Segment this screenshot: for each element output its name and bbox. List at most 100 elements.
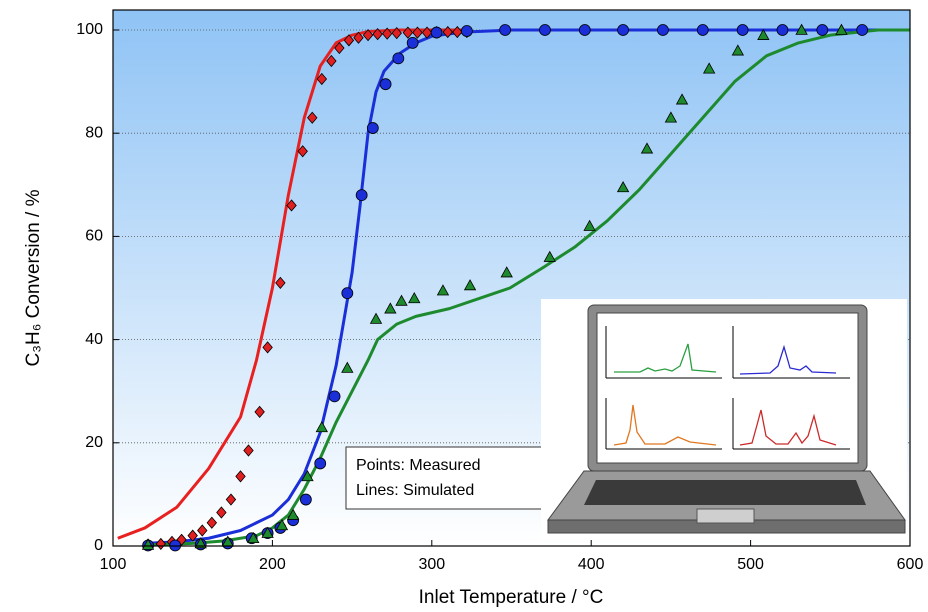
x-tick-label: 200 xyxy=(259,556,286,573)
data-point xyxy=(141,538,155,550)
data-point xyxy=(262,341,273,354)
simulated-line xyxy=(144,28,910,545)
data-point xyxy=(372,28,383,41)
data-point xyxy=(463,279,477,291)
data-point xyxy=(314,457,327,470)
laptop-illustration xyxy=(541,299,907,539)
data-point xyxy=(334,41,345,55)
data-point xyxy=(194,537,207,549)
y-tick-label: 100 xyxy=(76,21,103,38)
data-point xyxy=(341,361,354,373)
data-point xyxy=(436,284,450,296)
data-point xyxy=(261,526,274,538)
data-point xyxy=(176,533,187,546)
data-point xyxy=(675,93,689,105)
data-point xyxy=(856,24,869,36)
data-point xyxy=(197,524,208,537)
y-axis-label: C₃H₆ Conversion / % xyxy=(23,189,44,366)
simulated-line xyxy=(117,28,464,540)
data-point xyxy=(406,37,419,49)
data-point xyxy=(235,470,246,483)
x-axis-label: Inlet Temperature / °C xyxy=(419,587,604,608)
data-point xyxy=(702,62,716,74)
data-point xyxy=(539,24,551,36)
data-point xyxy=(155,537,167,551)
data-point xyxy=(412,26,423,39)
x-tick-label: 100 xyxy=(100,556,127,573)
data-point xyxy=(369,312,383,324)
data-point xyxy=(657,24,669,36)
annotation: Points: Measured xyxy=(356,457,481,474)
plot-frame xyxy=(112,9,911,547)
x-tick-label: 600 xyxy=(897,556,924,573)
markers xyxy=(141,23,869,552)
data-point xyxy=(392,52,405,65)
data-point xyxy=(381,27,393,40)
y-tick-label: 20 xyxy=(85,434,103,451)
data-point xyxy=(391,26,402,40)
data-point xyxy=(366,122,379,134)
x-tick-label: 400 xyxy=(578,556,605,573)
annotation-box xyxy=(345,446,543,510)
data-point xyxy=(326,54,337,68)
data-point xyxy=(206,516,218,529)
data-point xyxy=(275,519,289,531)
data-point xyxy=(307,111,318,124)
axes: 0 20 40 60 80 100 100 200 300 400 500 600 xyxy=(76,21,923,573)
data-point xyxy=(254,405,265,418)
data-point xyxy=(452,25,463,39)
data-point xyxy=(408,291,421,304)
data-point xyxy=(757,28,770,40)
data-point xyxy=(187,529,198,542)
data-point xyxy=(696,24,709,36)
data-point xyxy=(731,44,745,56)
data-point xyxy=(795,23,808,35)
x-tick-label: 300 xyxy=(418,556,445,573)
data-point xyxy=(247,531,260,544)
data-point xyxy=(328,390,341,403)
data-point xyxy=(430,26,443,39)
data-point xyxy=(243,444,254,457)
y-tick-label: 40 xyxy=(85,331,103,348)
data-point xyxy=(225,493,237,506)
data-point xyxy=(216,506,227,519)
y-tick-label: 0 xyxy=(94,537,103,554)
data-point xyxy=(583,219,596,231)
data-point xyxy=(460,25,473,37)
data-point xyxy=(664,111,678,123)
data-point xyxy=(341,287,354,300)
data-point xyxy=(499,24,512,36)
data-point xyxy=(316,72,328,86)
data-point xyxy=(421,26,433,39)
data-point xyxy=(616,181,630,193)
data-point xyxy=(776,24,789,36)
data-point xyxy=(395,294,408,306)
data-point xyxy=(379,78,392,91)
y-tick-label: 80 xyxy=(85,124,103,141)
data-point xyxy=(736,24,749,36)
data-point xyxy=(617,24,629,36)
data-point xyxy=(353,31,364,44)
data-point xyxy=(286,199,297,212)
data-point xyxy=(297,145,308,158)
data-point xyxy=(543,250,556,262)
data-point xyxy=(286,508,300,520)
data-point xyxy=(578,24,591,36)
data-point xyxy=(355,189,368,202)
data-point xyxy=(362,29,374,42)
annotation: Lines: Simulated xyxy=(356,482,474,499)
data-point xyxy=(640,142,654,154)
data-point xyxy=(816,24,829,36)
data-point xyxy=(315,420,328,433)
data-point xyxy=(275,276,286,289)
data-point xyxy=(301,470,314,482)
y-tick-label: 60 xyxy=(85,228,103,245)
data-point xyxy=(500,266,513,278)
data-point xyxy=(442,25,453,39)
data-point xyxy=(835,23,848,35)
lines xyxy=(117,28,910,547)
data-point xyxy=(402,26,414,39)
simulated-line xyxy=(144,28,910,547)
